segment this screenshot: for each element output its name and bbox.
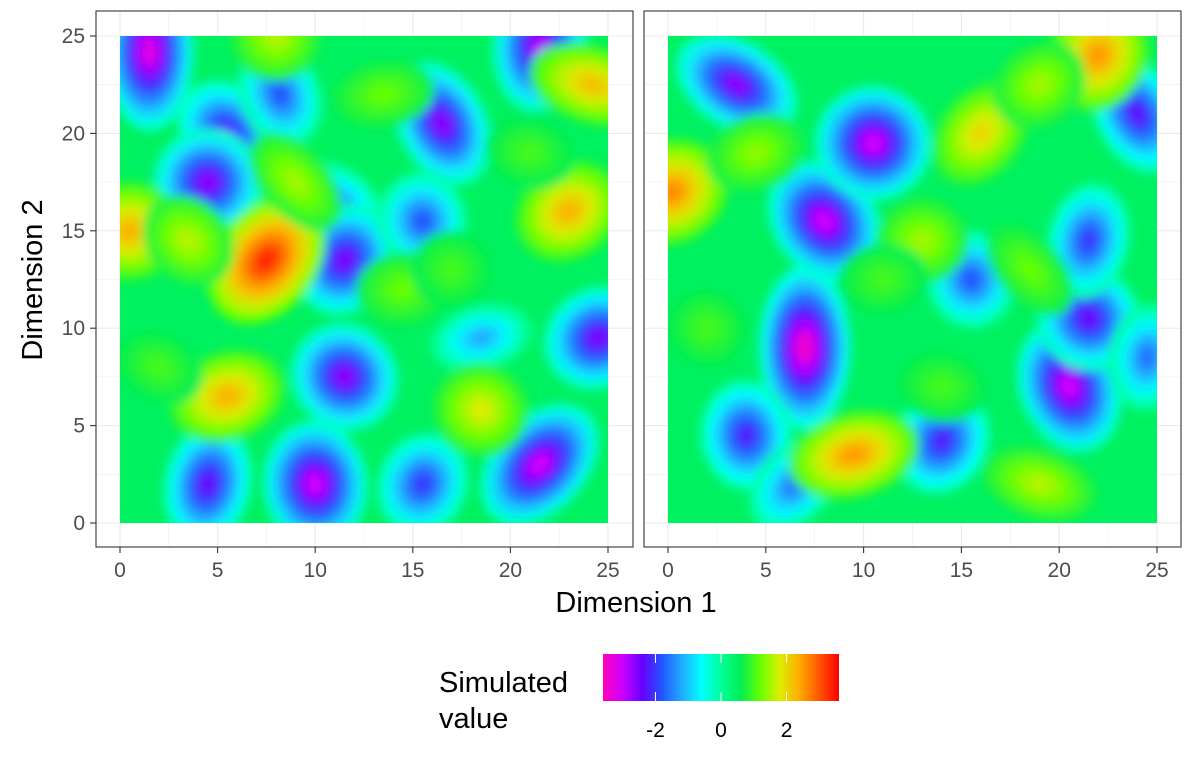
field-feature: [1080, 229, 1097, 253]
panel-left-y-ticks: 0 5 10 15 20 25: [62, 25, 96, 535]
field-feature: [413, 473, 432, 495]
panel-left-field: [120, 36, 608, 523]
field-feature: [470, 330, 492, 345]
field-feature: [471, 400, 491, 420]
field-feature: [587, 327, 608, 349]
field-feature: [795, 331, 815, 365]
field-feature: [198, 471, 217, 497]
field-feature: [699, 320, 716, 337]
field-feature: [962, 269, 981, 290]
y-tick-label: 15: [62, 220, 85, 243]
field-feature: [140, 36, 159, 68]
x-tick-label: 15: [401, 559, 424, 582]
field-feature: [861, 131, 886, 155]
y-tick-label: 20: [62, 122, 85, 145]
x-tick-label: 10: [852, 559, 875, 582]
field-blobs: [120, 36, 608, 523]
x-tick-label: 5: [212, 559, 224, 582]
legend-tick-label: -2: [646, 719, 665, 742]
field-feature: [813, 209, 836, 234]
field-feature: [179, 231, 198, 250]
field-feature: [1128, 102, 1147, 126]
field-feature: [668, 181, 684, 203]
field-feature: [724, 74, 749, 95]
x-tick-label: 10: [304, 559, 327, 582]
x-tick-label: 0: [114, 559, 126, 582]
y-tick-label: 10: [62, 317, 85, 340]
field-feature: [267, 36, 286, 46]
legend-title-line-1: Simulated: [439, 667, 568, 699]
y-tick-label: 25: [62, 25, 85, 48]
x-tick-label: 25: [1145, 559, 1168, 582]
field-feature: [271, 83, 289, 106]
panel-right-x-ticks: 0 5 10 15 20 25: [662, 547, 1169, 582]
field-feature: [874, 272, 893, 287]
field-feature: [746, 144, 766, 161]
field-feature: [334, 248, 355, 272]
field-feature: [432, 111, 452, 137]
panel-right-field: [668, 36, 1157, 523]
field-feature: [579, 76, 605, 94]
y-tick-label: 5: [73, 415, 85, 438]
x-tick-label: 20: [1048, 559, 1071, 582]
field-feature: [1139, 346, 1155, 369]
field-blobs: [668, 36, 1157, 523]
field-feature: [840, 445, 867, 464]
field-feature: [413, 211, 432, 231]
field-feature: [286, 172, 305, 192]
panel-right-border: [643, 10, 1182, 548]
legend-tick-label: 2: [781, 719, 793, 742]
x-tick-label: 20: [499, 559, 522, 582]
field-feature: [913, 231, 932, 250]
field-feature: [120, 220, 141, 241]
field-feature: [1078, 307, 1100, 329]
x-tick-label: 5: [760, 559, 772, 582]
x-tick-label: 0: [662, 559, 674, 582]
legend-ticks: -2 0 2: [646, 654, 792, 742]
field-feature: [373, 87, 394, 102]
y-axis-title: Dimension 2: [17, 199, 49, 360]
legend-tick-label: 0: [715, 719, 727, 742]
legend: Simulated value -2 0 2: [439, 654, 839, 742]
field-feature: [527, 452, 552, 477]
y-tick-label: 0: [73, 512, 85, 535]
field-feature: [1021, 260, 1039, 280]
x-tick-label: 25: [596, 559, 619, 582]
field-feature: [393, 281, 413, 297]
field-feature: [443, 261, 461, 278]
field-feature: [333, 366, 356, 388]
field-feature: [932, 379, 951, 394]
legend-title-line-2: value: [439, 703, 508, 735]
field-clip: [668, 36, 1157, 523]
x-tick-label: 15: [950, 559, 973, 582]
field-feature: [558, 201, 580, 222]
panel-left: 0 5 10 15 20 25 0 5 10 15 20 25: [62, 10, 634, 582]
field-feature: [196, 171, 219, 193]
field-feature: [304, 471, 326, 497]
panel-left-border: [95, 10, 634, 548]
x-axis-title: Dimension 1: [555, 587, 716, 619]
field-feature: [1058, 373, 1080, 400]
field-feature: [520, 145, 539, 161]
field-feature: [932, 430, 952, 452]
field-feature: [737, 424, 756, 447]
field-feature: [1088, 44, 1109, 67]
field-feature: [1028, 476, 1051, 492]
field-clip: [120, 36, 608, 523]
panel-left-x-ticks: 0 5 10 15 20 25: [114, 547, 620, 582]
field-feature: [254, 247, 279, 273]
field-feature: [215, 387, 239, 406]
field-feature: [1030, 75, 1049, 94]
field-feature: [150, 359, 168, 375]
field-feature: [971, 123, 991, 144]
panel-right: 0 5 10 15 20 25: [643, 10, 1182, 582]
